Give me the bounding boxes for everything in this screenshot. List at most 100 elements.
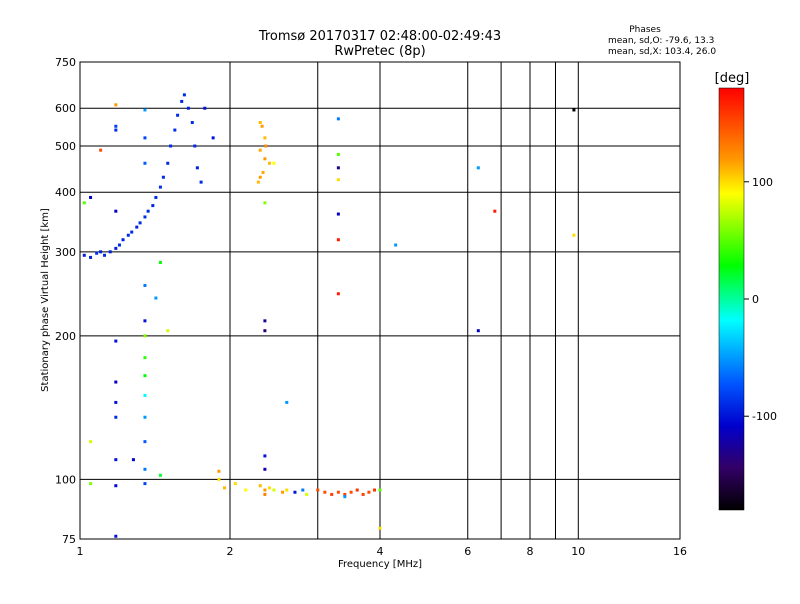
data-point <box>186 106 190 110</box>
data-point <box>336 238 340 242</box>
data-point <box>336 212 340 216</box>
data-point <box>114 246 118 250</box>
data-point <box>223 486 227 490</box>
colorbar-tick-label: 100 <box>752 176 773 189</box>
y-tick-label: 400 <box>55 186 76 199</box>
data-point <box>143 356 147 360</box>
data-point <box>143 482 147 486</box>
data-point <box>143 467 147 471</box>
data-point <box>355 488 359 492</box>
data-point <box>108 250 112 254</box>
colorbar-tick-label: 0 <box>752 293 759 306</box>
data-point <box>394 243 398 247</box>
data-point <box>135 225 139 229</box>
data-point <box>476 329 480 333</box>
data-point <box>261 170 265 174</box>
data-point <box>258 121 262 125</box>
data-point <box>114 380 118 384</box>
data-point <box>493 209 497 213</box>
data-point <box>263 201 267 205</box>
data-point <box>143 319 147 323</box>
data-point <box>146 209 150 213</box>
data-points <box>82 93 576 538</box>
data-point <box>336 490 340 494</box>
data-point <box>143 415 147 419</box>
data-point <box>158 260 162 264</box>
y-tick-label: 100 <box>55 473 76 486</box>
data-point <box>281 490 285 494</box>
data-point <box>190 121 194 125</box>
data-point <box>114 534 118 538</box>
data-point <box>131 458 135 462</box>
x-tick-labels: 1 2 4 6 8 10 16 <box>77 545 688 558</box>
data-point <box>89 195 93 199</box>
data-point <box>117 243 121 247</box>
data-point <box>143 215 147 219</box>
data-point <box>572 108 576 112</box>
data-point <box>99 250 103 254</box>
data-point <box>217 477 221 481</box>
data-point <box>169 144 173 148</box>
x-tick-label: 1 <box>77 545 84 558</box>
y-tick-label: 300 <box>55 246 76 259</box>
y-axis-label: Stationary phase Virtual Height [km] <box>40 208 51 392</box>
data-point <box>258 484 262 488</box>
data-point <box>361 492 365 496</box>
x-tick-label: 16 <box>673 545 687 558</box>
colorbar-label: [deg] <box>715 71 750 86</box>
data-point <box>114 124 118 128</box>
data-point <box>143 136 147 140</box>
data-point <box>336 152 340 156</box>
data-point <box>151 204 155 208</box>
data-point <box>121 238 125 242</box>
data-point <box>367 490 371 494</box>
data-point <box>263 136 267 140</box>
data-point <box>256 180 260 184</box>
x-tick-label: 4 <box>377 545 384 558</box>
data-point <box>203 106 207 110</box>
data-point <box>158 473 162 477</box>
data-point <box>263 157 267 161</box>
data-point <box>373 488 377 492</box>
y-tick-label: 75 <box>62 533 76 546</box>
data-point <box>114 415 118 419</box>
data-point <box>89 482 93 486</box>
data-point <box>316 488 320 492</box>
data-point <box>211 136 215 140</box>
x-tick-label: 2 <box>227 545 234 558</box>
data-point <box>114 339 118 343</box>
data-point <box>143 161 147 165</box>
data-point <box>114 400 118 404</box>
data-point <box>263 488 267 492</box>
data-point <box>82 201 86 205</box>
data-point <box>272 488 276 492</box>
data-point <box>126 233 130 237</box>
data-point <box>114 209 118 213</box>
data-point <box>138 221 142 225</box>
data-point <box>343 492 347 496</box>
data-point <box>260 124 264 128</box>
data-point <box>143 374 147 378</box>
y-tick-label: 500 <box>55 140 76 153</box>
data-point <box>285 488 289 492</box>
data-point <box>199 180 203 184</box>
chart-subtitle: RwPretec (8p) <box>334 44 425 59</box>
data-point <box>323 490 327 494</box>
data-point <box>195 166 199 170</box>
data-point <box>343 495 347 499</box>
data-point <box>476 166 480 170</box>
data-point <box>99 148 103 152</box>
data-point <box>336 166 340 170</box>
data-point <box>130 230 134 234</box>
data-point <box>114 458 118 462</box>
data-point <box>263 329 267 333</box>
colorbar-ticks: 100 0 -100 <box>744 176 777 423</box>
data-point <box>95 251 99 255</box>
data-point <box>143 393 147 397</box>
data-point <box>263 467 267 471</box>
data-point <box>89 255 93 259</box>
data-point <box>217 469 221 473</box>
data-point <box>349 490 353 494</box>
x-grid <box>79 62 681 539</box>
